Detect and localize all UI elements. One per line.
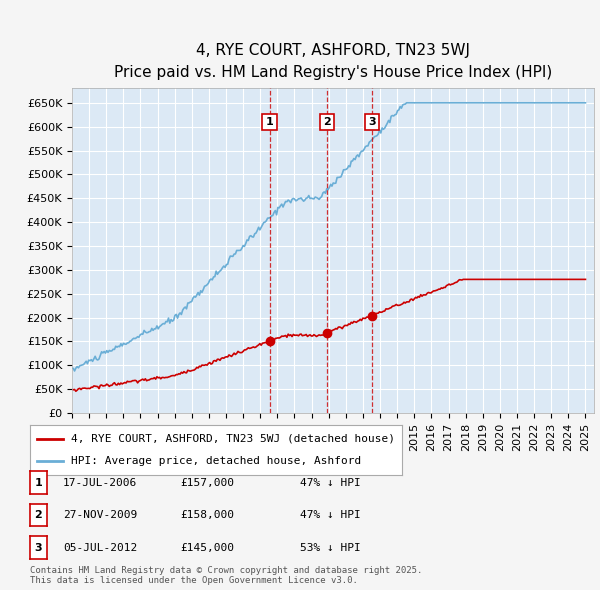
Title: 4, RYE COURT, ASHFORD, TN23 5WJ
Price paid vs. HM Land Registry's House Price In: 4, RYE COURT, ASHFORD, TN23 5WJ Price pa… (114, 43, 552, 80)
Text: 3: 3 (368, 117, 376, 127)
Text: 05-JUL-2012: 05-JUL-2012 (63, 543, 137, 552)
Text: HPI: Average price, detached house, Ashford: HPI: Average price, detached house, Ashf… (71, 456, 361, 466)
Text: 47% ↓ HPI: 47% ↓ HPI (300, 478, 361, 487)
Text: 3: 3 (35, 543, 42, 552)
Text: 2: 2 (35, 510, 42, 520)
Text: £158,000: £158,000 (180, 510, 234, 520)
Text: 47% ↓ HPI: 47% ↓ HPI (300, 510, 361, 520)
Text: Contains HM Land Registry data © Crown copyright and database right 2025.
This d: Contains HM Land Registry data © Crown c… (30, 566, 422, 585)
Text: 27-NOV-2009: 27-NOV-2009 (63, 510, 137, 520)
Text: £145,000: £145,000 (180, 543, 234, 552)
Text: 1: 1 (35, 478, 42, 487)
Text: 53% ↓ HPI: 53% ↓ HPI (300, 543, 361, 552)
Text: £157,000: £157,000 (180, 478, 234, 487)
Text: 1: 1 (266, 117, 274, 127)
Text: 2: 2 (323, 117, 331, 127)
Text: 17-JUL-2006: 17-JUL-2006 (63, 478, 137, 487)
Text: 4, RYE COURT, ASHFORD, TN23 5WJ (detached house): 4, RYE COURT, ASHFORD, TN23 5WJ (detache… (71, 434, 395, 444)
